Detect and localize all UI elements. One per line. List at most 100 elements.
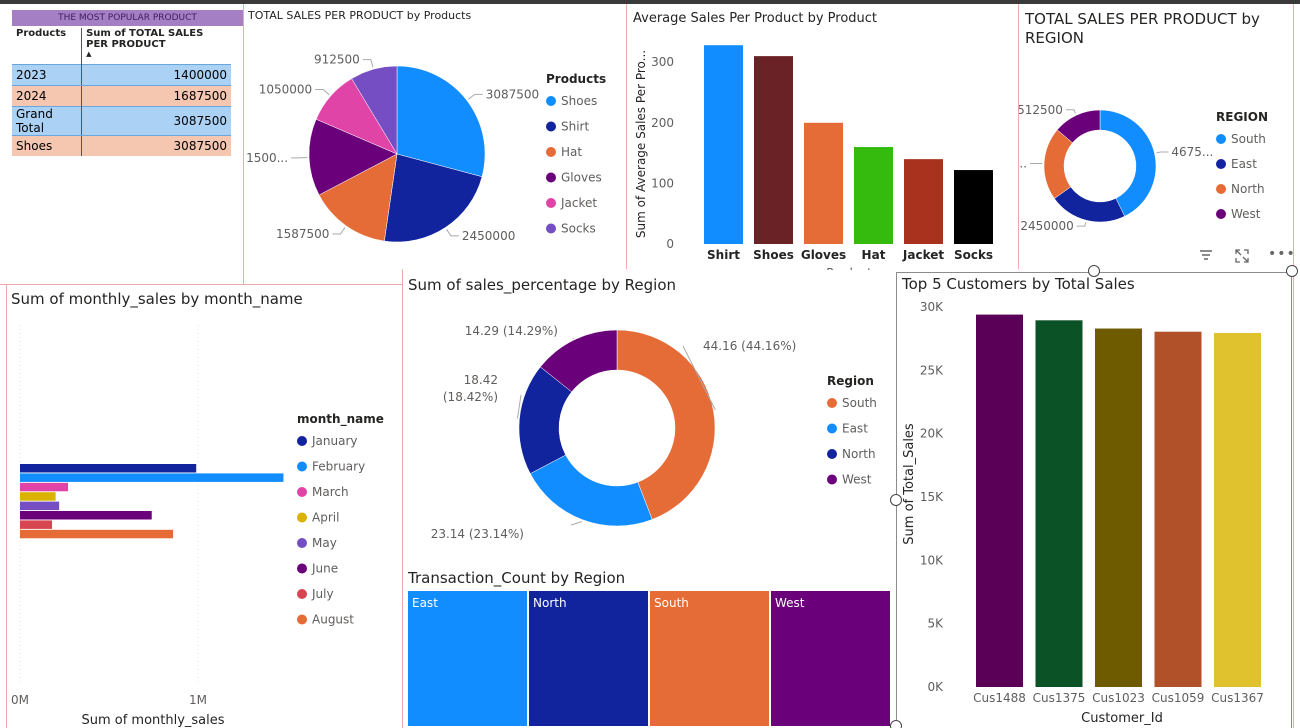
bar-cus1367[interactable] (1214, 332, 1261, 687)
legend-item-january[interactable]: January (311, 434, 358, 448)
bar-gloves[interactable] (804, 122, 843, 244)
legend-item-north[interactable]: North (1231, 182, 1265, 196)
donut-chart-region-total[interactable]: TOTAL SALES PER PRODUCT byREGION4675...2… (1019, 4, 1293, 269)
x-tick-label: Shirt (707, 248, 740, 262)
pie-slice-north[interactable] (1043, 129, 1073, 199)
row-label: Shoes (12, 135, 83, 156)
chart-title: Average Sales Per Product by Product (633, 11, 877, 26)
legend-marker (297, 614, 307, 625)
legend-item-april[interactable]: April (312, 511, 339, 525)
treemap-cell-south[interactable]: South (650, 591, 769, 726)
legend-item-socks[interactable]: Socks (561, 222, 596, 236)
legend-item-august[interactable]: August (312, 613, 354, 627)
table-row: Grand Total 3087500 (12, 105, 231, 136)
donut-slice-east[interactable] (529, 454, 653, 527)
bar-january[interactable] (20, 464, 197, 473)
legend-marker (297, 487, 307, 497)
legend-item-east[interactable]: East (1231, 157, 1257, 171)
legend-item-east[interactable]: East (842, 422, 868, 436)
pie-slice-socks[interactable] (351, 65, 398, 155)
pie-slice-east[interactable] (1054, 186, 1125, 223)
legend-item-may[interactable]: May (312, 536, 337, 550)
bar-socks[interactable] (954, 170, 993, 244)
legend-item-february[interactable]: February (312, 460, 365, 474)
popular-product-table: Products Sum of TOTAL SALES PER PRODUCT ▲… (12, 28, 231, 156)
legend-marker (546, 147, 556, 157)
legend-marker (1216, 134, 1226, 144)
donut-slice-south[interactable] (616, 329, 716, 520)
donut-slice-west[interactable] (540, 329, 618, 393)
x-tick-label: Gloves (801, 248, 846, 262)
bar-march[interactable] (20, 482, 69, 492)
popular-product-table-panel[interactable]: THE MOST POPULAR PRODUCT Products Sum of… (0, 4, 244, 284)
bar-chart-top-customers[interactable]: Top 5 Customers by Total Sales 0K 5K 10K 15K… (896, 270, 1293, 728)
bar-may[interactable] (20, 501, 60, 511)
pie-slice-west[interactable] (1056, 109, 1101, 144)
legend-item-south[interactable]: South (1231, 132, 1266, 146)
bar-august[interactable] (20, 529, 174, 539)
sort-ascending-icon: ▲ (86, 50, 92, 58)
bar-june[interactable] (20, 511, 152, 520)
legend-item-hat[interactable]: Hat (561, 145, 582, 159)
resize-handle[interactable] (890, 494, 902, 506)
pie-slice-shirt[interactable] (384, 153, 483, 243)
pie-slice-shoes[interactable] (396, 65, 486, 178)
resize-handle[interactable] (1286, 265, 1298, 277)
legend-item-shoes[interactable]: Shoes (561, 94, 597, 108)
legend-item-jacket[interactable]: Jacket (560, 196, 597, 210)
bar-shirt[interactable] (704, 45, 743, 244)
pie-slice-gloves[interactable] (308, 118, 398, 196)
bar-cus1375[interactable] (1035, 320, 1083, 687)
filter-icon[interactable] (1198, 248, 1214, 266)
focus-mode-icon[interactable] (1234, 248, 1250, 268)
bar-cus1023[interactable] (1095, 328, 1142, 687)
divider (1018, 4, 1019, 269)
x-tick-label: Cus1375 (1033, 691, 1086, 705)
legend-item-july[interactable]: July (311, 587, 334, 601)
resize-handle[interactable] (1088, 265, 1100, 277)
chart-title: Top 5 Customers by Total Sales (901, 275, 1135, 293)
legend-item-west[interactable]: West (842, 473, 872, 487)
data-label: 23.14 (23.14%) (431, 527, 524, 541)
legend-item-south[interactable]: South (842, 396, 877, 410)
row-value: 1400000 (81, 63, 231, 86)
table-title: THE MOST POPULAR PRODUCT (12, 10, 243, 26)
legend-marker (546, 198, 556, 208)
bar-february[interactable] (20, 473, 284, 482)
bar-jacket[interactable] (904, 159, 943, 244)
column-header-products[interactable]: Products (12, 28, 83, 64)
chart-title: Transaction_Count by Region (408, 569, 626, 587)
donut-chart-sales-percentage[interactable]: Sum of sales_percentage by Region 44.16 (… (403, 270, 895, 566)
legend-item-west[interactable]: West (1231, 207, 1261, 221)
treemap-cell-west[interactable]: West (771, 591, 890, 726)
bar-shoes[interactable] (754, 56, 793, 244)
bar-april[interactable] (20, 492, 56, 501)
leader-line (682, 345, 716, 410)
more-options-icon[interactable]: ••• (1268, 246, 1296, 262)
legend-marker (297, 512, 307, 523)
legend-marker (827, 474, 837, 485)
treemap-transactions-panel[interactable]: Transaction_Count by Region East North S… (403, 566, 896, 728)
pie-slice-south[interactable] (1099, 109, 1157, 217)
treemap-cell-east[interactable]: East (408, 591, 527, 726)
legend-item-shirt[interactable]: Shirt (561, 120, 589, 134)
bar-cus1488[interactable] (976, 314, 1023, 687)
y-tick-label: 200 (651, 116, 674, 130)
pie-slice-hat[interactable] (318, 153, 398, 242)
bar-july[interactable] (20, 520, 53, 529)
legend-title: month_name (297, 412, 384, 427)
legend-item-north[interactable]: North (842, 447, 876, 461)
resize-handle[interactable] (890, 720, 902, 728)
pie-chart-products[interactable]: TOTAL SALES PER PRODUCT by Products 30875… (244, 4, 626, 269)
bar-chart-average-sales[interactable]: Average Sales Per Product by Product 0 100… (627, 4, 1018, 274)
bar-cus1059[interactable] (1154, 331, 1202, 687)
legend-item-june[interactable]: June (311, 562, 338, 576)
bar-chart-monthly-sales[interactable]: Sum of monthly_sales by month_name 0M 1M Su… (7, 285, 402, 728)
bar-hat[interactable] (854, 147, 893, 244)
legend-item-march[interactable]: March (312, 485, 349, 499)
column-header-total-sales[interactable]: Sum of TOTAL SALES PER PRODUCT ▲ (82, 28, 231, 64)
legend-item-gloves[interactable]: Gloves (561, 171, 602, 185)
row-value: 3087500 (81, 135, 231, 156)
treemap-cell-north[interactable]: North (529, 591, 648, 726)
legend-marker (297, 589, 307, 599)
